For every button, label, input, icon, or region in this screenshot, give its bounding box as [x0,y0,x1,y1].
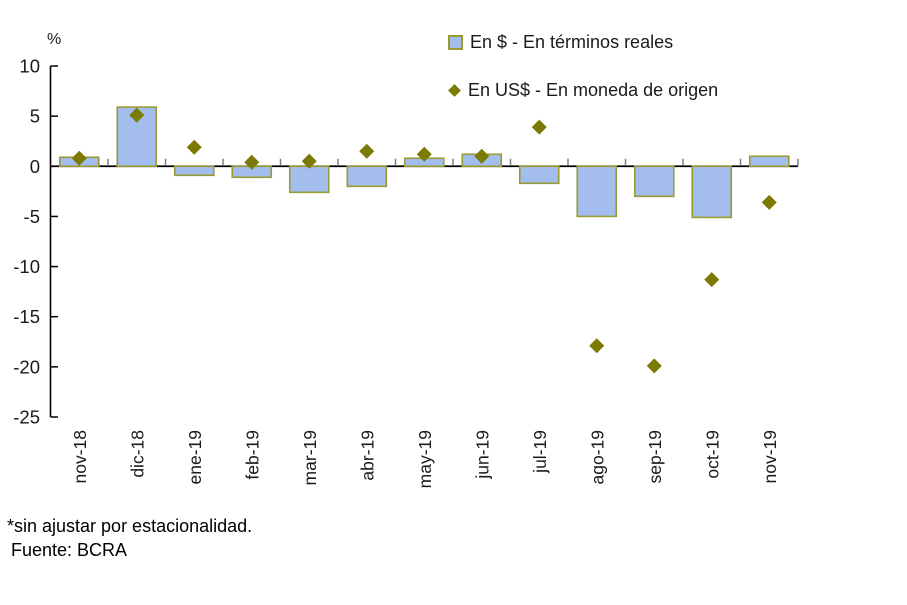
bar-ene-19 [173,165,215,177]
diamond-ago-19 [589,338,605,354]
diamond-abr-19 [359,143,375,159]
x-axis-label-oct-19: oct-19 [702,430,722,479]
bar-ago-19 [576,165,618,218]
diamond-dic-18 [129,107,145,123]
diamond-ene-19 [186,139,202,155]
x-axis-label-mar-19: mar-19 [300,430,320,485]
x-axis-label-feb-19: feb-19 [242,430,262,480]
y-axis-tick-label: -20 [13,356,40,377]
bar-jul-19 [518,165,560,185]
x-axis-label-sep-19: sep-19 [645,430,665,484]
x-axis-label-nov-18: nov-18 [70,430,90,484]
x-axis-label-may-19: may-19 [415,430,435,488]
footnote-source: Fuente: BCRA [11,540,128,560]
legend-item-bar-series: En $ - En términos reales [448,32,673,53]
x-axis-label-ene-19: ene-19 [185,430,205,485]
x-axis-label-jun-19: jun-19 [472,430,492,480]
diamond-series-swatch-icon [448,84,461,97]
y-axis-unit-label: % [47,31,62,48]
y-axis-tick-label: -15 [13,306,40,327]
bar-sep-19 [633,165,675,198]
y-axis-tick-label: 5 [30,106,40,127]
diamond-may-19 [416,146,432,162]
x-axis-label-nov-19: nov-19 [760,430,780,484]
x-axis-label-ago-19: ago-19 [587,430,607,485]
y-axis-tick-label: -25 [13,407,40,428]
bar-series-swatch-icon [448,35,463,50]
diamond-feb-19 [244,154,260,170]
diamond-mar-19 [301,153,317,169]
bar-abr-19 [346,165,388,188]
plot-area: 10 5 0 -5 -10 -15 -20 -25 nov-18 dic-18 ene-19 feb-… [13,56,799,488]
legend-item-diamond-series: En US$ - En moneda de origen [448,80,718,101]
legend-label-diamond-series: En US$ - En moneda de origen [468,80,719,100]
y-axis-tick-label: -5 [24,206,40,227]
diamond-sep-19 [646,358,662,374]
diamond-jun-19 [474,148,490,164]
x-axis-label-abr-19: abr-19 [357,430,377,481]
footnote-asterisk: *sin ajustar por estacionalidad. [7,516,253,536]
x-axis-label-dic-18: dic-18 [127,430,147,478]
diamond-oct-19 [704,272,720,288]
x-axis-label-jul-19: jul-19 [530,430,550,474]
diamond-nov-19 [761,194,777,210]
y-axis-tick-label: -10 [13,256,40,277]
y-axis-tick-label: 10 [19,56,40,77]
y-axis-tick-label: 0 [30,156,40,177]
diamond-jul-19 [531,119,547,135]
bar-mar-19 [288,165,330,194]
bar-nov-19 [748,155,790,168]
diamond-nov-18 [71,150,87,166]
legend-label-bar-series: En $ - En términos reales [470,32,674,52]
bar-oct-19 [691,165,733,219]
